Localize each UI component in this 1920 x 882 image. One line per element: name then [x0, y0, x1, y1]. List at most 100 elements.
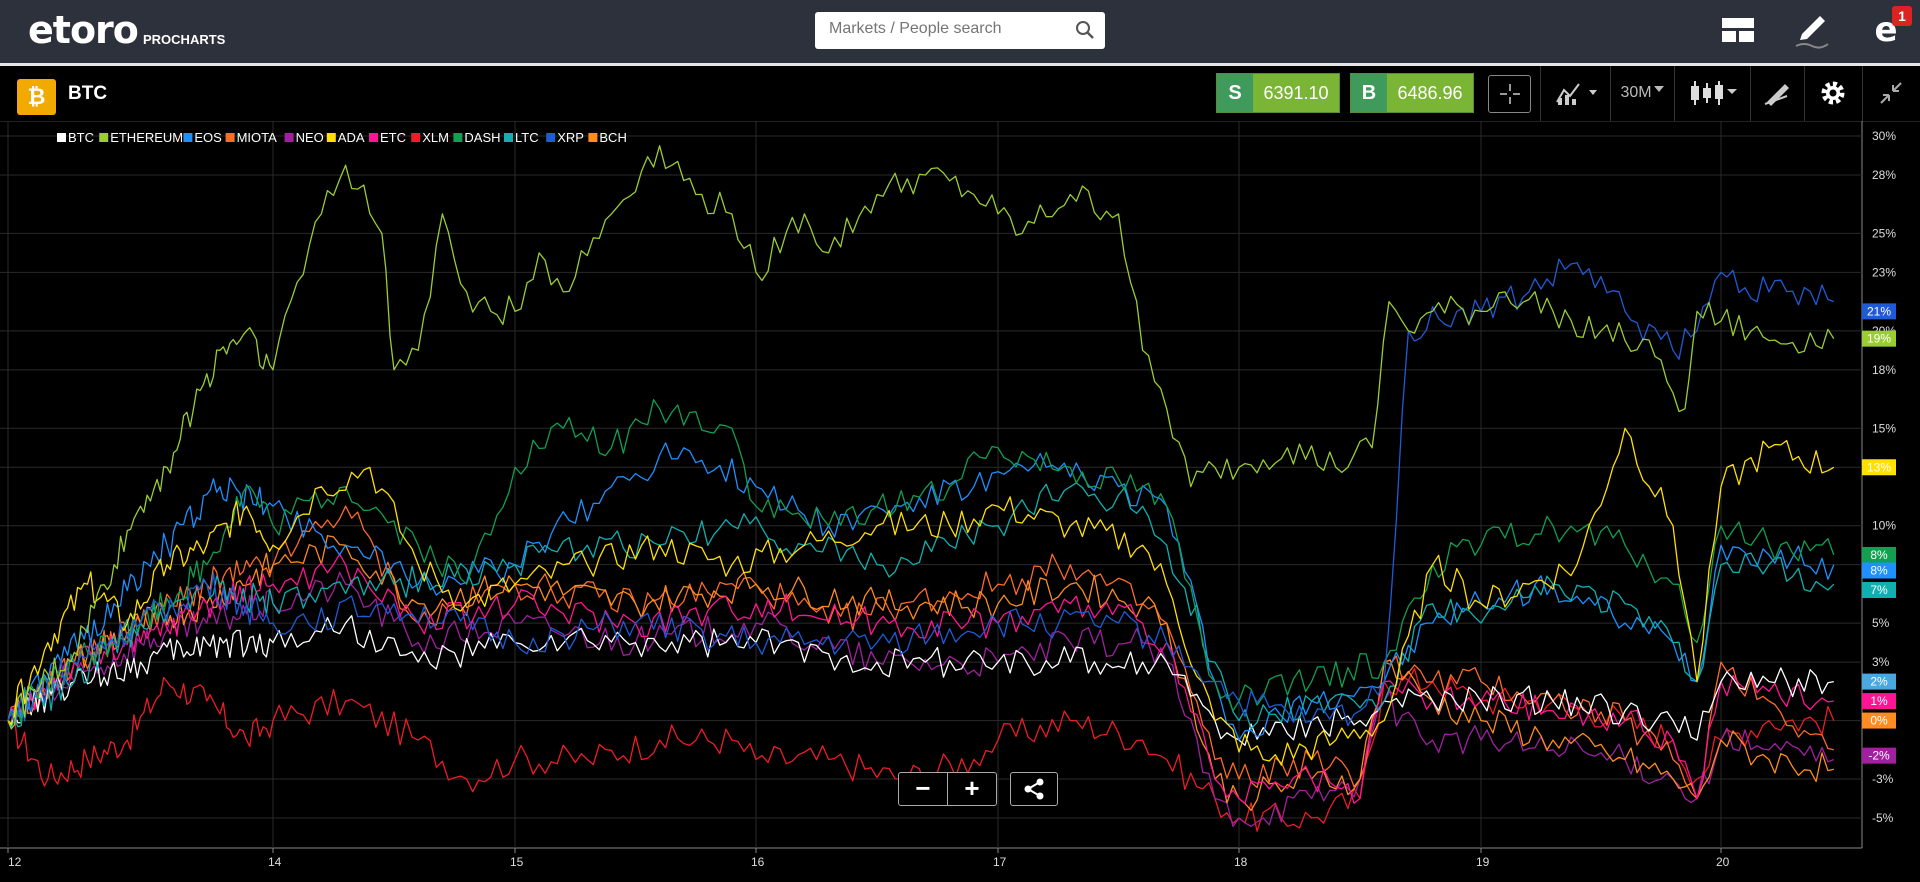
y-tick-label: 3% [1872, 655, 1890, 669]
etoro-logo[interactable]: etoro [28, 8, 139, 52]
legend-label: ETHEREUM [110, 130, 183, 145]
chart-toolbar [0, 66, 1920, 122]
buy-letter: B [1351, 74, 1387, 112]
x-tick-label: 18 [1234, 855, 1248, 869]
chevron-down-icon [1653, 86, 1664, 92]
instrument-name: BTC [68, 83, 108, 104]
legend-label: XRP [557, 130, 584, 145]
timeframe-selector[interactable]: 30M [1614, 72, 1670, 114]
legend-label: EOS [194, 130, 222, 145]
legend-swatch [369, 133, 378, 142]
candlestick-icon [1691, 81, 1737, 105]
layout-icon[interactable] [1718, 10, 1758, 50]
legend-swatch [504, 133, 513, 142]
legend-label: BTC [68, 130, 94, 145]
search-input[interactable] [829, 20, 1059, 38]
notifications-icon[interactable]: e [1874, 10, 1898, 50]
sell-letter: S [1217, 74, 1253, 112]
legend-swatch [284, 133, 294, 142]
sell-button[interactable]: S 6391.10 [1216, 73, 1340, 113]
value-tag-text: 1% [1870, 694, 1888, 708]
x-tick-label: 20 [1716, 855, 1730, 869]
legend-swatch [57, 133, 66, 142]
search-box[interactable] [815, 12, 1105, 49]
chart-lines [7, 145, 1835, 832]
crosshair-icon [1499, 84, 1520, 104]
legend-swatch [588, 133, 598, 142]
y-tick-label: 15% [1872, 421, 1896, 435]
settings-button[interactable] [1808, 72, 1858, 114]
value-tag-text: 7% [1870, 583, 1888, 597]
search-icon[interactable] [1075, 20, 1095, 40]
toolbar-separator [1540, 66, 1541, 121]
chart-type-button[interactable] [1680, 72, 1746, 114]
y-tick-label: 18% [1872, 363, 1896, 377]
drawing-tools-button[interactable] [1754, 72, 1800, 114]
legend-swatch [326, 133, 336, 142]
series-line-xrp [7, 258, 1835, 727]
value-tag-text: 21% [1867, 304, 1891, 318]
value-tag-text: 8% [1870, 564, 1888, 578]
x-tick-label: 17 [993, 855, 1007, 869]
x-tick-label: 14 [268, 855, 282, 869]
value-tag [1862, 712, 1896, 729]
series-line-neo [7, 571, 1835, 828]
value-tag [1862, 459, 1896, 476]
toolbar-separator [1804, 66, 1805, 121]
value-tag-text: 19% [1867, 332, 1891, 346]
legend-label: NEO [296, 130, 324, 145]
zoom-in-button[interactable]: + [964, 773, 980, 803]
indicators-button[interactable] [1550, 72, 1606, 114]
y-tick-label: -3% [1872, 772, 1894, 786]
chart-grid [0, 121, 1863, 849]
header-divider [0, 63, 1920, 66]
toolbar-separator [1610, 66, 1611, 121]
toolbar-separator [1862, 66, 1863, 121]
sell-price: 6391.10 [1253, 74, 1339, 112]
legend-swatch [546, 133, 556, 142]
legend-swatch [453, 133, 463, 142]
legend-label: LTC [515, 130, 539, 145]
chart-legend: BTC ETHEREUM EOS MIOTA NEO ADA ETC XLM DASH LTC XR… [57, 130, 627, 145]
x-tick-label: 16 [751, 855, 765, 869]
y-tick-label: 23% [1872, 265, 1896, 279]
zoom-out-button[interactable]: − [899, 773, 948, 805]
indicators-icon [1556, 83, 1597, 105]
comparison-chart[interactable]: BTC ETHEREUM EOS MIOTA NEO ADA ETC XLM DASH LTC XR… [0, 121, 1920, 882]
value-tag [1862, 582, 1896, 599]
bitcoin-icon: ₿ [17, 79, 56, 115]
x-tick-label: 12 [8, 855, 22, 869]
legend-swatch [183, 133, 193, 142]
series-line-dash [7, 399, 1835, 724]
series-line-ethereum [7, 145, 1835, 730]
legend-label: MIOTA [237, 130, 278, 145]
series-line-ltc [7, 482, 1835, 730]
legend-swatch [411, 133, 421, 142]
x-axis: 12 14 15 16 17 18 19 20 [7, 848, 1730, 869]
value-tag-text: -2% [1868, 749, 1890, 763]
value-tag-text: 13% [1867, 460, 1891, 474]
series-line-btc [7, 615, 1834, 746]
edit-pencil-icon[interactable] [1792, 10, 1832, 50]
collapse-icon [1880, 82, 1902, 104]
share-button[interactable] [1010, 772, 1058, 806]
y-tick-label: 5% [1872, 616, 1890, 630]
value-tag-text: 2% [1870, 675, 1888, 689]
value-tag [1862, 303, 1896, 320]
y-tick-label: 28% [1872, 168, 1896, 182]
y-tick-label: 25% [1872, 226, 1896, 240]
legend-swatch [99, 133, 109, 142]
value-tag [1862, 747, 1896, 764]
value-tag-text: 0% [1870, 714, 1888, 728]
y-tick-label: 30% [1872, 129, 1896, 143]
legend-label: ADA [338, 130, 365, 145]
series-line-etc [7, 553, 1834, 805]
series-line-xlm [7, 668, 1835, 832]
series-line-bch [7, 535, 1834, 811]
buy-button[interactable]: B 6486.96 [1350, 73, 1474, 113]
y-tick-label: -5% [1872, 811, 1894, 825]
crosshair-button[interactable] [1488, 75, 1531, 113]
toolbar-separator [1674, 66, 1675, 121]
collapse-button[interactable] [1866, 72, 1916, 114]
legend-label: XLM [422, 130, 449, 145]
